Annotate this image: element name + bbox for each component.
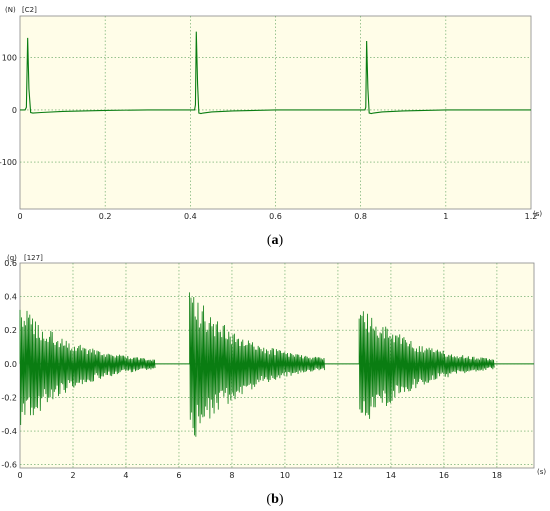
x-tick-label: 0.8 <box>354 212 367 221</box>
y-tick-label: 0.2 <box>4 326 17 335</box>
burst-signal <box>19 309 156 425</box>
y-tick-label: -0.6 <box>1 461 17 470</box>
plot-a-y-unit: (N) <box>5 6 16 14</box>
plot-b-y-unit: (g) <box>7 254 17 262</box>
caption-b-letter: b <box>271 492 279 507</box>
panel-b-caption: (b) <box>266 492 283 507</box>
x-tick-label: 14 <box>386 471 396 480</box>
caption-b-close: ) <box>279 492 284 507</box>
caption-a-letter: a <box>272 233 279 248</box>
plot-b-x-unit: (s) <box>537 468 546 476</box>
plot-a-series <box>20 31 531 115</box>
panel-a: 0 0.2 0.4 0.6 0.8 1 1.2 100 0 -100 (N) [C2] (s) (… <box>0 6 542 248</box>
y-tick-label: -0.4 <box>1 427 17 436</box>
caption-a-open: ( <box>267 233 272 248</box>
x-tick-label: 0.6 <box>269 212 282 221</box>
x-tick-label: 0.4 <box>184 212 197 221</box>
y-tick-label: 0.0 <box>4 360 17 369</box>
burst-signal <box>358 311 495 419</box>
y-tick-label: -0.2 <box>1 393 17 402</box>
y-tick-label: 0 <box>12 106 17 115</box>
burst-signal <box>189 292 326 437</box>
x-tick-label: 1 <box>443 212 448 221</box>
panel-b: 0 2 4 6 8 10 12 14 16 180.60.40.20.0-0.2-0.4-0.6 … <box>1 254 546 507</box>
caption-b-open: ( <box>266 492 271 507</box>
panel-a-caption: (a) <box>267 233 284 248</box>
x-tick-label: 8 <box>229 471 234 480</box>
caption-a-close: ) <box>279 233 284 248</box>
x-tick-label: 0 <box>17 212 22 221</box>
plot-a-x-unit: (s) <box>533 210 542 218</box>
plot-a-channel: [C2] <box>22 6 37 14</box>
y-tick-label: -100 <box>0 158 17 167</box>
x-tick-label: 18 <box>492 471 502 480</box>
plot-b-tick-labels: 0 2 4 6 8 10 12 14 16 18 0.6 0.4 0.2 0.0 -0.2 -0.4 -0.6 <box>1 259 502 480</box>
x-tick-label: 1.2 <box>525 212 538 221</box>
x-tick-label: 2 <box>70 471 75 480</box>
x-tick-label: 10 <box>280 471 290 480</box>
x-tick-label: 0.2 <box>99 212 112 221</box>
y-tick-label: 0.6 <box>4 259 17 268</box>
x-tick-label: 4 <box>123 471 128 480</box>
x-tick-label: 6 <box>176 471 181 480</box>
x-tick-label: 16 <box>439 471 449 480</box>
y-tick-label: 0.4 <box>4 293 17 302</box>
plot-b-series <box>19 292 534 437</box>
plot-a-tick-labels: 0 0.2 0.4 0.6 0.8 1 1.2 100 0 -100 <box>0 54 537 221</box>
plot-b-channel: [127] <box>24 254 43 262</box>
x-tick-label: 12 <box>333 471 343 480</box>
y-tick-label: 100 <box>2 54 17 63</box>
series-line <box>20 31 531 115</box>
x-tick-label: 0 <box>17 471 22 480</box>
